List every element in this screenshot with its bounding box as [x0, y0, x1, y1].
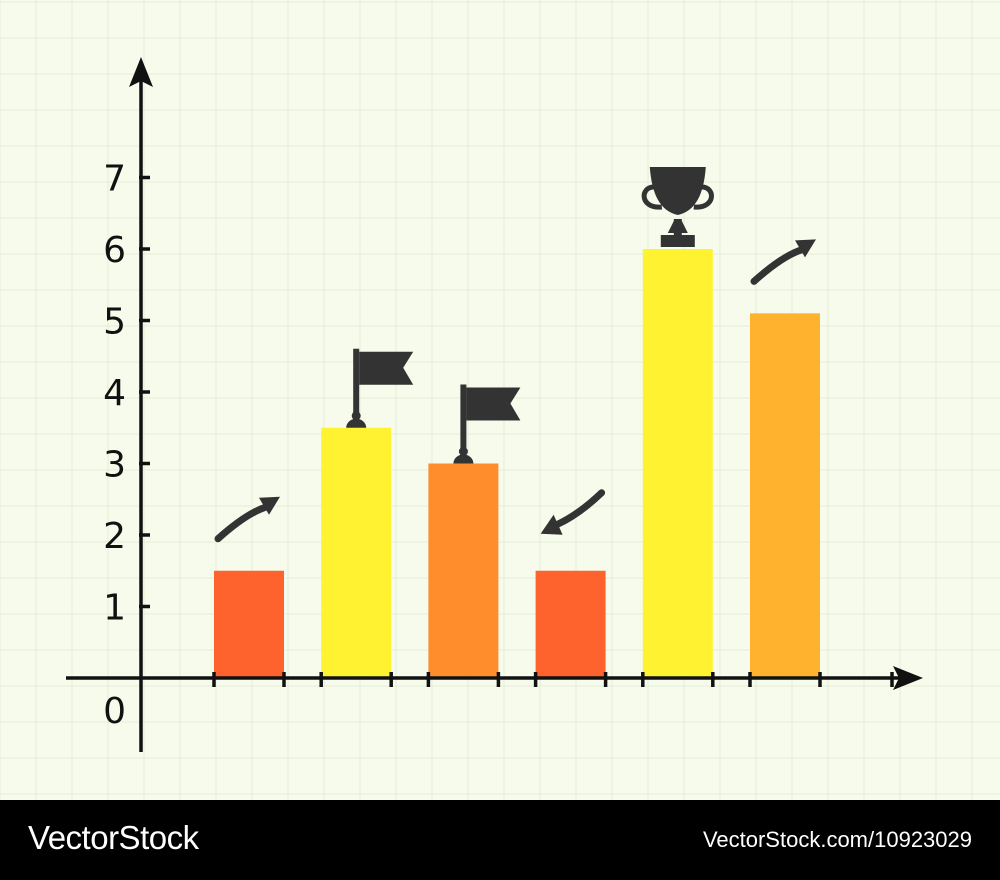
y-tick-label: 2	[103, 516, 126, 557]
y-tick-label: 5	[103, 302, 126, 343]
markers-group	[214, 167, 816, 543]
arrow-up-right-icon	[750, 239, 816, 285]
watermark-brand: VectorStock	[28, 819, 199, 856]
x-axis-arrowhead	[893, 666, 923, 690]
y-tick-label: 4	[103, 373, 126, 414]
trophy-icon	[641, 167, 714, 247]
bar	[642, 249, 713, 678]
bar	[321, 427, 392, 678]
bars-group	[214, 249, 820, 678]
bar	[214, 570, 284, 678]
bar	[750, 313, 820, 678]
arrow-down-left-icon	[540, 489, 606, 535]
y-tick-label: 7	[103, 159, 126, 200]
bar	[428, 463, 499, 678]
background-grid	[0, 0, 1000, 800]
y-tick-label: 0	[103, 691, 126, 732]
y-axis-arrowhead	[129, 57, 153, 87]
y-tick-label: 6	[103, 230, 126, 271]
bar	[535, 570, 606, 678]
y-tick-label: 3	[103, 445, 126, 486]
axes-group	[66, 57, 923, 752]
watermark-bar: VectorStock VectorStock.com/10923029	[0, 800, 1000, 880]
bar-chart: 0 1 2 3 4 5 6 7	[0, 0, 1000, 800]
y-tick-label: 1	[103, 588, 126, 629]
watermark-url: VectorStock.com/10923029	[702, 827, 972, 852]
flag-icon	[453, 384, 521, 464]
flag-icon	[346, 348, 414, 428]
y-axis-ticks: 0 1 2 3 4 5 6 7	[103, 159, 150, 732]
arrow-up-right-icon	[214, 496, 280, 543]
